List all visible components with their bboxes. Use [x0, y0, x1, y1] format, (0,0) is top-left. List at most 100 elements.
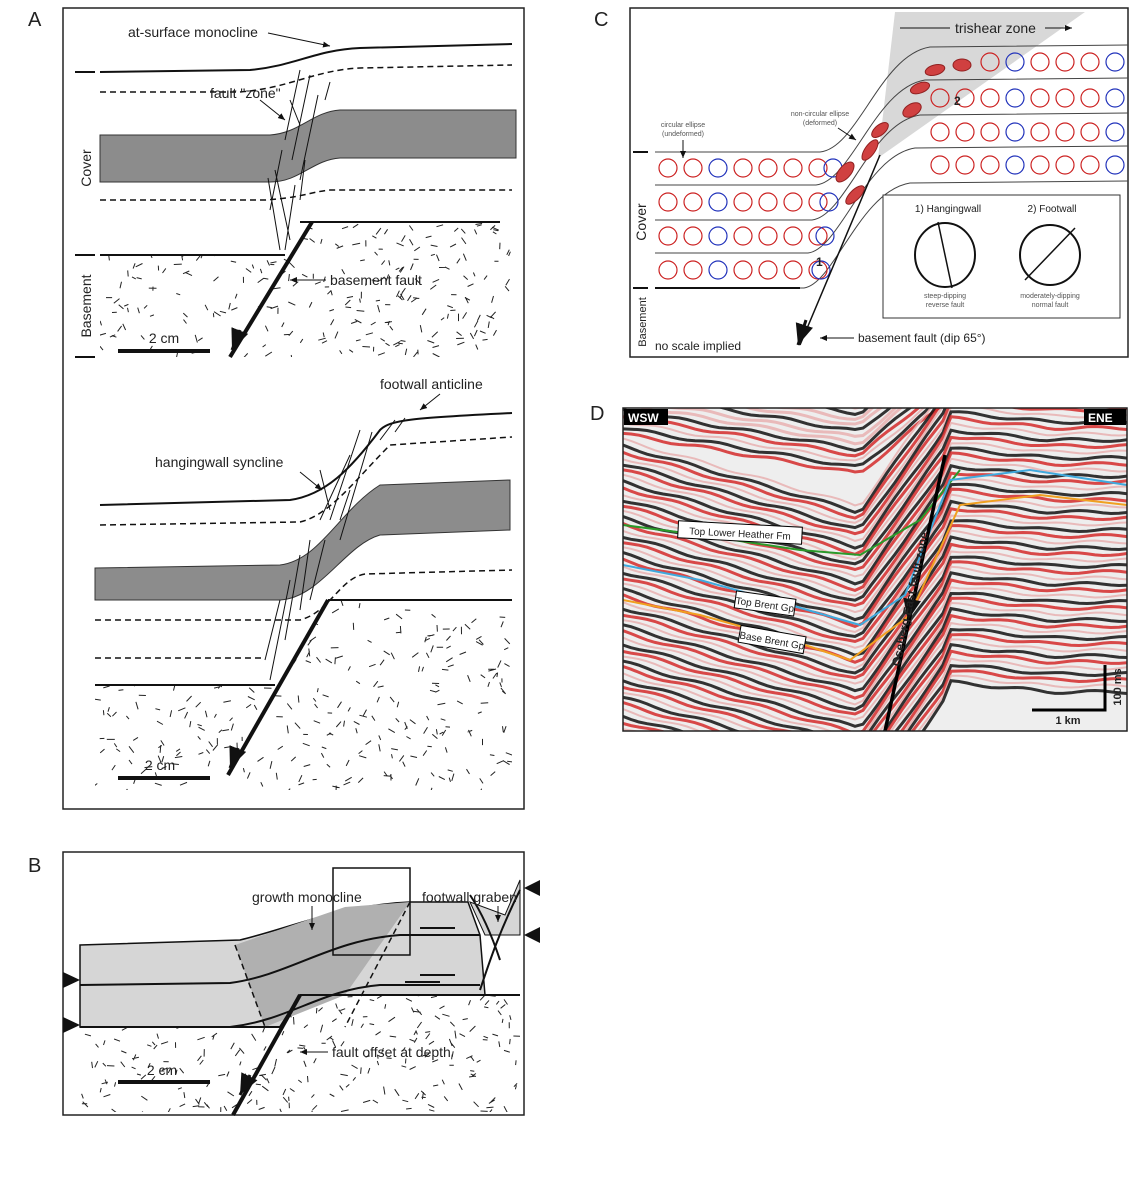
strain-ellipse — [956, 156, 974, 174]
strain-ellipse — [784, 159, 802, 177]
strain-ellipse — [1056, 53, 1074, 71]
panel-label: C — [594, 9, 608, 31]
strain-ellipse — [809, 193, 827, 211]
panel-label: A — [28, 9, 42, 31]
annotation: circular ellipse — [661, 122, 705, 129]
strain-ellipse — [981, 89, 999, 107]
strain-ellipse — [759, 193, 777, 211]
strain-ellipse — [1106, 156, 1124, 174]
annotation: fault offset at depth — [332, 1044, 451, 1060]
strain-ellipse — [684, 227, 702, 245]
annotation: trishear zone — [955, 20, 1036, 36]
strain-ellipse — [784, 261, 802, 279]
annotation: fault "zone" — [210, 85, 281, 101]
inset-caption: moderately-dipping — [1020, 293, 1080, 300]
panel-a: Cover Basement 2 cm at-surface monocline… — [63, 8, 524, 809]
strain-ellipse — [759, 261, 777, 279]
strain-ellipse — [1106, 53, 1124, 71]
surface — [100, 44, 512, 72]
strain-ellipse — [1006, 123, 1024, 141]
note: no scale implied — [655, 339, 741, 353]
annotation: footwall graben — [422, 889, 517, 905]
strain-ellipse — [684, 159, 702, 177]
inset-caption: steep-dipping — [924, 293, 966, 300]
inset-caption: normal fault — [1032, 302, 1069, 309]
panel-b: growth monocline footwall graben fault o… — [63, 852, 540, 1117]
panel-c: Cover Basement no scale implied basement… — [630, 8, 1128, 357]
annotation: hangingwall syncline — [155, 454, 284, 470]
annotation: basement fault — [330, 272, 422, 288]
marker: 2 — [954, 94, 961, 108]
strain-ellipse — [659, 193, 677, 211]
annotation: (deformed) — [803, 120, 837, 127]
strain-ellipse — [956, 123, 974, 141]
annotation: (undeformed) — [662, 131, 704, 138]
annotation: non-circular ellipse — [791, 111, 849, 118]
strain-ellipse — [734, 227, 752, 245]
strain-ellipse — [684, 261, 702, 279]
direction-label: WSW — [628, 411, 659, 425]
strain-ellipse — [734, 159, 752, 177]
leader — [420, 394, 440, 410]
basement-label: Basement — [637, 297, 649, 347]
strain-ellipse — [1056, 123, 1074, 141]
inset-title: 2) Footwall — [1028, 204, 1077, 215]
scale-label: 2 cm — [149, 330, 179, 346]
strain-ellipse — [1106, 89, 1124, 107]
strain-ellipse — [1031, 156, 1049, 174]
annotation: at-surface monocline — [128, 24, 258, 40]
strain-ellipse — [931, 123, 949, 141]
strain-ellipse — [1006, 89, 1024, 107]
strain-ellipse — [709, 193, 727, 211]
panel-d: WSW ENE Top Lower Heather Fm Top Brent G… — [623, 295, 1127, 819]
cover-label: Cover — [78, 149, 94, 187]
strain-ellipse — [659, 159, 677, 177]
strain-ellipse — [1031, 53, 1049, 71]
strain-ellipse — [1031, 89, 1049, 107]
leader — [260, 100, 285, 120]
fault — [800, 155, 880, 345]
strain-ellipse — [784, 193, 802, 211]
strain-ellipse — [759, 227, 777, 245]
horizon — [100, 65, 512, 92]
basement-label: Basement — [78, 274, 94, 337]
strain-ellipse — [1006, 156, 1024, 174]
leader — [268, 33, 330, 46]
strain-ellipse — [734, 193, 752, 211]
strain-ellipse — [659, 227, 677, 245]
strain-ellipse — [709, 159, 727, 177]
inset-caption: reverse fault — [926, 302, 965, 309]
panel-label: B — [28, 855, 41, 877]
strain-ellipse — [1081, 53, 1099, 71]
scale-label: 100 ms — [1112, 668, 1124, 705]
strain-ellipse — [709, 227, 727, 245]
figure: A B C D Cover Basement 2 cm at-surface m… — [0, 0, 1130, 1199]
leader — [838, 128, 856, 140]
cover-layer — [100, 110, 516, 182]
reflector — [623, 315, 1127, 394]
scale-label: 1 km — [1055, 715, 1080, 727]
annotation: growth monocline — [252, 889, 362, 905]
strain-ellipse — [759, 159, 777, 177]
scale-label: 2 cm — [145, 757, 175, 773]
strain-ellipse — [784, 227, 802, 245]
deformed-ellipse — [953, 59, 971, 71]
annotation: basement fault (dip 65°) — [858, 331, 986, 345]
strain-ellipse — [684, 193, 702, 211]
cover-label: Cover — [633, 203, 649, 241]
strain-ellipse — [1056, 156, 1074, 174]
strain-ellipse — [1081, 89, 1099, 107]
strain-ellipse — [1056, 89, 1074, 107]
strain-ellipse — [981, 156, 999, 174]
strain-ellipse — [734, 261, 752, 279]
horizon — [100, 190, 512, 200]
strain-ellipse — [931, 156, 949, 174]
strain-ellipse — [659, 261, 677, 279]
strain-ellipse — [1081, 156, 1099, 174]
marker: 1 — [816, 255, 823, 269]
scale-label: 2 cm — [147, 1062, 177, 1078]
strain-ellipse — [1031, 123, 1049, 141]
annotation: footwall anticline — [380, 376, 483, 392]
strain-ellipse — [709, 261, 727, 279]
inset-title: 1) Hangingwall — [915, 204, 981, 215]
